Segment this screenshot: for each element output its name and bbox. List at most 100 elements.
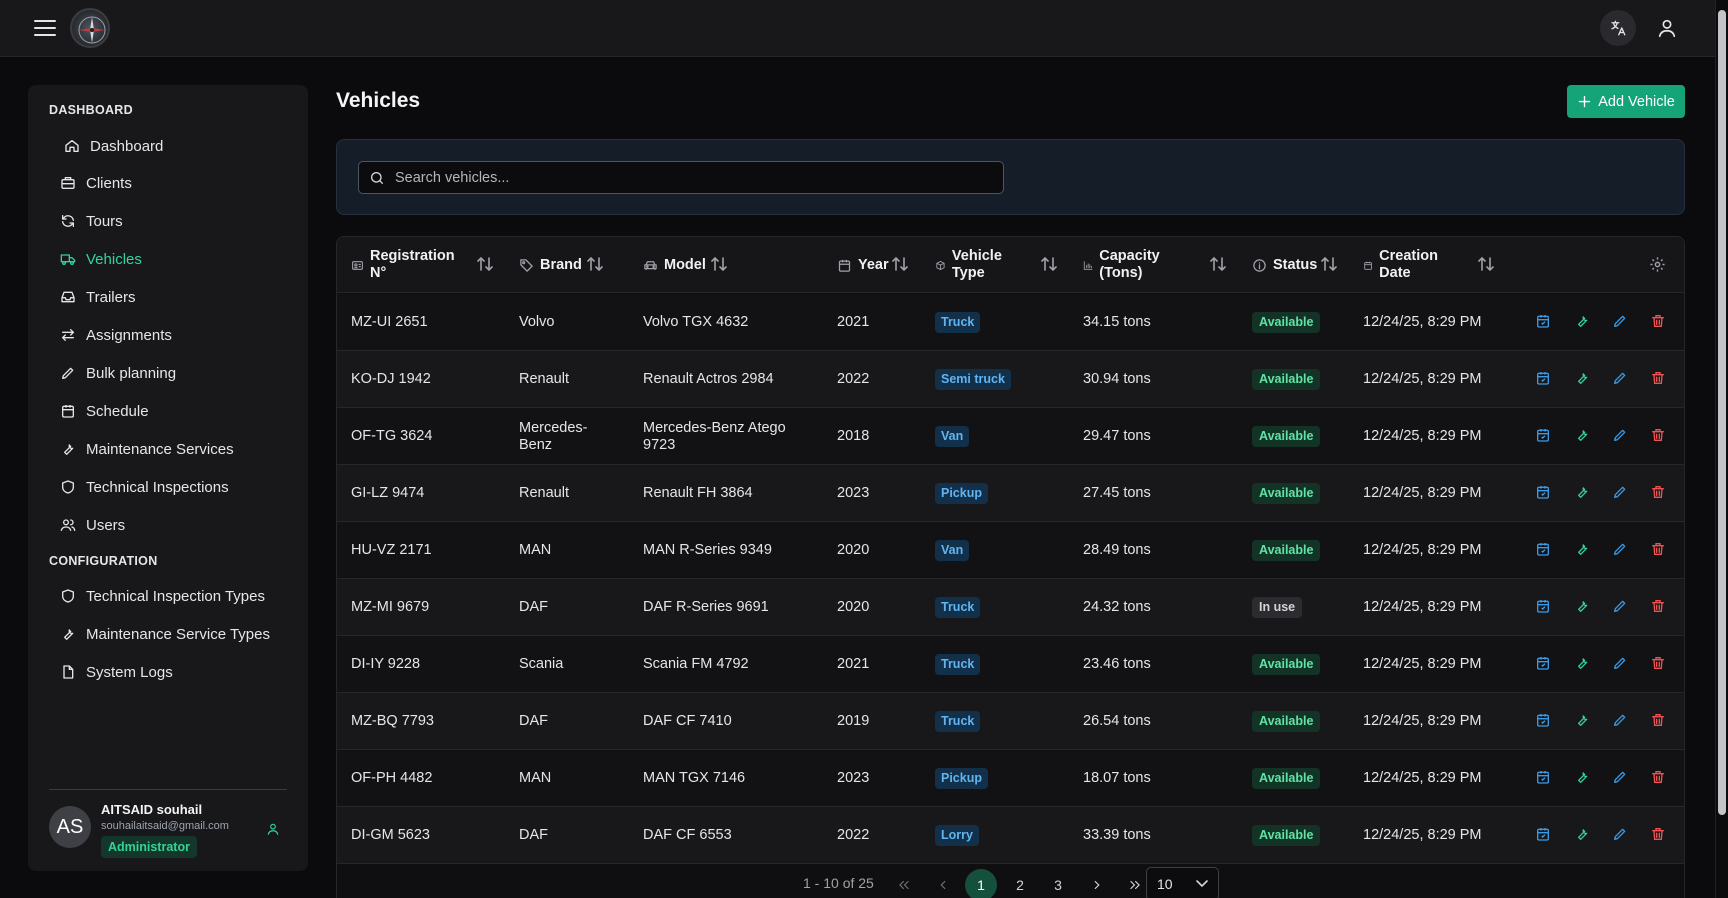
sort-icon[interactable]	[477, 255, 493, 273]
sidebar-item-trailers[interactable]: Trailers	[60, 283, 135, 311]
delete-button[interactable]	[1650, 655, 1670, 675]
maintenance-button[interactable]	[1574, 655, 1594, 675]
table-row[interactable]: OF-TG 3624 Mercedes-Benz Mercedes-Benz Ate…	[337, 408, 1684, 465]
sidebar-item-dashboard[interactable]: Dashboard	[64, 132, 163, 160]
page-button-2[interactable]: 2	[1016, 877, 1024, 893]
delete-button[interactable]	[1650, 427, 1670, 447]
schedule-button[interactable]	[1535, 712, 1555, 732]
scrollbar-thumb[interactable]	[1718, 10, 1726, 815]
page-size-select[interactable]: 10	[1146, 867, 1219, 898]
prev-page-button[interactable]	[927, 869, 959, 898]
sidebar-item-assignments[interactable]: Assignments	[60, 321, 172, 349]
maintenance-button[interactable]	[1574, 712, 1594, 732]
gear-icon[interactable]	[1649, 256, 1666, 273]
first-page-button[interactable]	[888, 869, 920, 898]
sort-icon[interactable]	[1210, 255, 1226, 273]
maintenance-button[interactable]	[1574, 313, 1594, 333]
maintenance-button[interactable]	[1574, 370, 1594, 390]
page-button-3[interactable]: 3	[1054, 877, 1062, 893]
column-header-year[interactable]: Year	[837, 237, 889, 293]
delete-button[interactable]	[1650, 712, 1670, 732]
edit-button[interactable]	[1612, 769, 1632, 789]
edit-button[interactable]	[1612, 313, 1632, 333]
maintenance-button[interactable]	[1574, 541, 1594, 561]
maintenance-button[interactable]	[1574, 826, 1594, 846]
sort-icon[interactable]	[587, 255, 603, 273]
schedule-button[interactable]	[1535, 769, 1555, 789]
table-row[interactable]: OF-PH 4482 MAN MAN TGX 7146 2023 Pickup 18.07…	[337, 750, 1684, 807]
column-header-capacity[interactable]: Capacity (Tons)	[1083, 237, 1173, 293]
edit-button[interactable]	[1612, 484, 1632, 504]
table-row[interactable]: DI-IY 9228 Scania Scania FM 4792 2021 Truck 2…	[337, 636, 1684, 693]
table-row[interactable]: KO-DJ 1942 Renault Renault Actros 2984 2022…	[337, 351, 1684, 408]
sort-icon[interactable]	[1478, 255, 1494, 273]
delete-button[interactable]	[1650, 826, 1670, 846]
edit-button[interactable]	[1612, 370, 1632, 390]
column-header-model[interactable]: Model	[643, 237, 706, 293]
search-box[interactable]	[358, 161, 1004, 194]
account-button[interactable]	[1649, 10, 1685, 46]
sidebar-item-maintenance-services[interactable]: Maintenance Services	[60, 435, 234, 463]
sort-icon[interactable]	[1321, 255, 1337, 273]
sidebar-item-schedule[interactable]: Schedule	[60, 397, 149, 425]
sidebar-item-tours[interactable]: Tours	[60, 207, 123, 235]
sidebar-item-technical-inspections[interactable]: Technical Inspections	[60, 473, 229, 501]
add-vehicle-button[interactable]: Add Vehicle	[1567, 85, 1685, 118]
column-header-vehicle-type[interactable]: Vehicle Type	[935, 237, 1015, 293]
delete-button[interactable]	[1650, 484, 1670, 504]
edit-button[interactable]	[1612, 712, 1632, 732]
column-header-registration[interactable]: Registration N°	[351, 237, 461, 293]
sidebar-item-bulk-planning[interactable]: Bulk planning	[60, 359, 176, 387]
table-row[interactable]: MZ-MI 9679 DAF DAF R-Series 9691 2020 Truck 2…	[337, 579, 1684, 636]
schedule-button[interactable]	[1535, 313, 1555, 333]
sidebar-item-system-logs[interactable]: System Logs	[60, 658, 173, 686]
delete-button[interactable]	[1650, 769, 1670, 789]
sidebar-item-users[interactable]: Users	[60, 511, 125, 539]
sidebar-item-vehicles[interactable]: Vehicles	[60, 245, 142, 273]
delete-button[interactable]	[1650, 541, 1670, 561]
delete-button[interactable]	[1650, 313, 1670, 333]
maintenance-button[interactable]	[1574, 769, 1594, 789]
next-page-button[interactable]	[1081, 869, 1113, 898]
table-row[interactable]: HU-VZ 2171 MAN MAN R-Series 9349 2020 Van 28.…	[337, 522, 1684, 579]
sort-icon[interactable]	[892, 255, 908, 273]
edit-button[interactable]	[1612, 655, 1632, 675]
scrollbar[interactable]	[1716, 0, 1728, 898]
table-row[interactable]: GI-LZ 9474 Renault Renault FH 3864 2023 Pick…	[337, 465, 1684, 522]
delete-button[interactable]	[1650, 370, 1670, 390]
page-button-1[interactable]: 1	[965, 869, 997, 898]
edit-button[interactable]	[1612, 427, 1632, 447]
schedule-button[interactable]	[1535, 541, 1555, 561]
schedule-button[interactable]	[1535, 655, 1555, 675]
column-header-status[interactable]: Status	[1252, 237, 1317, 293]
schedule-button[interactable]	[1535, 370, 1555, 390]
table-row[interactable]: DI-GM 5623 DAF DAF CF 6553 2022 Lorry 33.39 t…	[337, 807, 1684, 864]
schedule-button[interactable]	[1535, 826, 1555, 846]
sidebar-item-clients[interactable]: Clients	[60, 169, 132, 197]
model-cell: Renault FH 3864	[643, 465, 803, 522]
schedule-button[interactable]	[1535, 484, 1555, 504]
schedule-button[interactable]	[1535, 598, 1555, 618]
edit-button[interactable]	[1612, 826, 1632, 846]
last-page-button[interactable]	[1119, 869, 1151, 898]
sort-icon[interactable]	[1041, 255, 1057, 273]
user-settings-icon[interactable]	[266, 822, 280, 836]
edit-button[interactable]	[1612, 598, 1632, 618]
delete-button[interactable]	[1650, 598, 1670, 618]
sidebar-item-maintenance-service-types[interactable]: Maintenance Service Types	[60, 620, 270, 648]
column-header-brand[interactable]: Brand	[519, 237, 582, 293]
menu-icon[interactable]	[34, 20, 56, 38]
maintenance-button[interactable]	[1574, 598, 1594, 618]
search-input[interactable]	[395, 169, 985, 186]
avatar[interactable]: AS	[49, 806, 91, 848]
sort-icon[interactable]	[711, 255, 727, 273]
table-row[interactable]: MZ-UI 2651 Volvo Volvo TGX 4632 2021 Truck 34…	[337, 294, 1684, 351]
maintenance-button[interactable]	[1574, 484, 1594, 504]
table-row[interactable]: MZ-BQ 7793 DAF DAF CF 7410 2019 Truck 26.54 t…	[337, 693, 1684, 750]
schedule-button[interactable]	[1535, 427, 1555, 447]
column-header-creation-date[interactable]: Creation Date	[1363, 237, 1443, 293]
maintenance-button[interactable]	[1574, 427, 1594, 447]
translate-button[interactable]	[1600, 10, 1636, 46]
edit-button[interactable]	[1612, 541, 1632, 561]
sidebar-item-technical-inspection-types[interactable]: Technical Inspection Types	[60, 582, 265, 610]
